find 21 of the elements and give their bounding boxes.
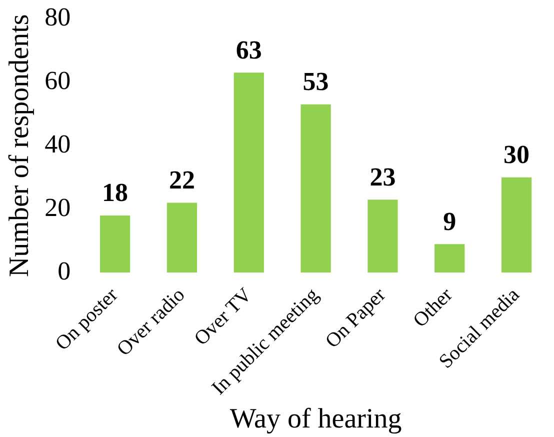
data-label: 30 bbox=[504, 140, 530, 170]
data-label: 18 bbox=[102, 178, 128, 208]
y-tick-label: 40 bbox=[44, 129, 71, 158]
bar bbox=[368, 200, 398, 273]
bar bbox=[166, 202, 198, 273]
data-label: 23 bbox=[370, 162, 396, 192]
data-label: 22 bbox=[168, 166, 195, 195]
y-tick-label: 80 bbox=[44, 2, 71, 32]
bar bbox=[501, 177, 532, 273]
x-axis-title: Way of hearing bbox=[230, 404, 402, 435]
bar bbox=[300, 104, 331, 273]
bar bbox=[234, 72, 264, 273]
y-axis-title: Number of respondents bbox=[4, 14, 36, 278]
data-label: 53 bbox=[302, 67, 329, 96]
y-tick-label: 0 bbox=[58, 256, 71, 286]
data-label: 63 bbox=[236, 35, 262, 64]
bar bbox=[100, 216, 130, 273]
y-tick-label: 60 bbox=[44, 66, 71, 95]
data-label: 9 bbox=[443, 206, 456, 236]
y-tick-label: 20 bbox=[44, 192, 71, 222]
bar bbox=[434, 244, 465, 273]
